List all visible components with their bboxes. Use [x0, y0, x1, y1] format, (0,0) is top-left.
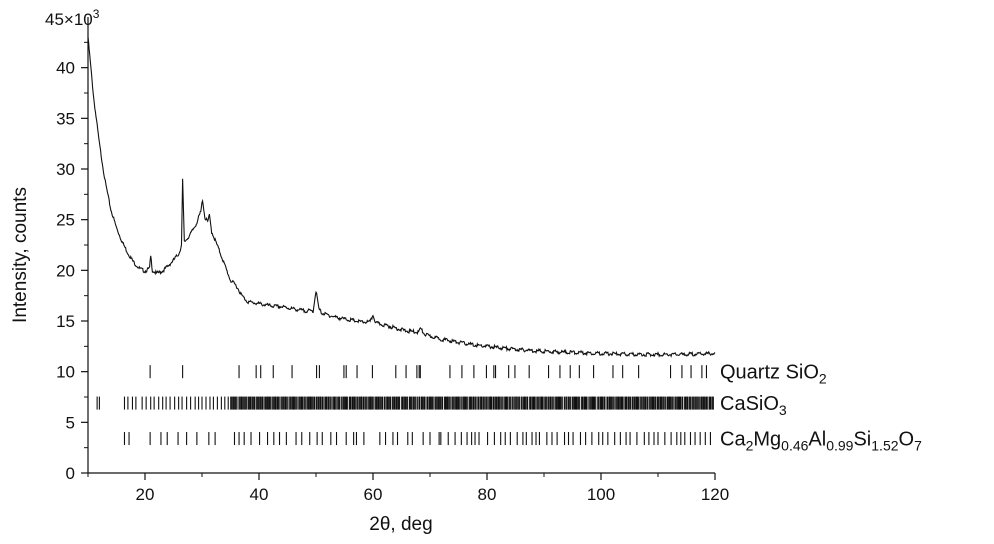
phase-label-text: Si: [853, 429, 871, 451]
y-tick-label: 35: [56, 109, 75, 128]
phase-label-subscript: 0.99: [826, 438, 853, 454]
y-tick-label: 10: [56, 363, 75, 382]
phase-marker-group: [149, 365, 708, 379]
plot-area: [87, 37, 716, 358]
x-tick-label: 120: [701, 485, 729, 504]
phase-label-subscript: 3: [779, 402, 787, 418]
phase-label-text: Al: [808, 429, 826, 451]
y-multiplier-label: 45×103: [45, 7, 100, 29]
y-tick-label: 25: [56, 211, 75, 230]
y-tick-label: 0: [66, 464, 75, 483]
phase-label: CaSiO3: [720, 393, 787, 418]
phase-label-subscript: 7: [914, 438, 922, 454]
x-tick-label: 80: [478, 485, 497, 504]
xrd-pattern-line: [87, 37, 716, 358]
y-multiplier-base: 45×10: [45, 10, 93, 29]
phase-label-text: Ca: [720, 429, 746, 451]
x-tick-label: 20: [136, 485, 155, 504]
phase-label: Quartz SiO2: [720, 362, 827, 387]
y-tick-label: 40: [56, 59, 75, 78]
phase-label: Ca2Mg0.46Al0.99Si1.52O7: [720, 429, 922, 454]
phase-label-subscript: 2: [819, 371, 827, 387]
phase-label-text: Mg: [753, 429, 781, 451]
x-tick-label: 60: [364, 485, 383, 504]
y-ticks: 0 5 10 15 20 25 30 35 40: [56, 41, 88, 483]
x-tick-label: 40: [250, 485, 269, 504]
y-tick-label: 15: [56, 312, 75, 331]
x-ticks: 20 40 60 80 100 120: [87, 473, 729, 504]
phase-label-subscript: 2: [746, 438, 754, 454]
y-tick-label: 20: [56, 261, 75, 280]
phase-label-text: Quartz SiO: [720, 362, 819, 384]
y-tick-label: 30: [56, 160, 75, 179]
phase-label-subscript: 0.46: [781, 438, 808, 454]
phase-marker-group: [123, 432, 711, 446]
phase-label-subscript: 1.52: [871, 438, 898, 454]
phase-label-text: O: [899, 429, 915, 451]
y-tick-label: 5: [66, 413, 75, 432]
x-tick-label: 100: [587, 485, 615, 504]
phase-marker-group: [96, 396, 714, 410]
y-axis-title: Intensity, counts: [10, 187, 31, 323]
y-multiplier-exponent: 3: [93, 7, 100, 21]
phase-markers: [96, 365, 714, 446]
x-axis-title: 2θ, deg: [369, 514, 432, 535]
phase-label-text: CaSiO: [720, 393, 779, 415]
